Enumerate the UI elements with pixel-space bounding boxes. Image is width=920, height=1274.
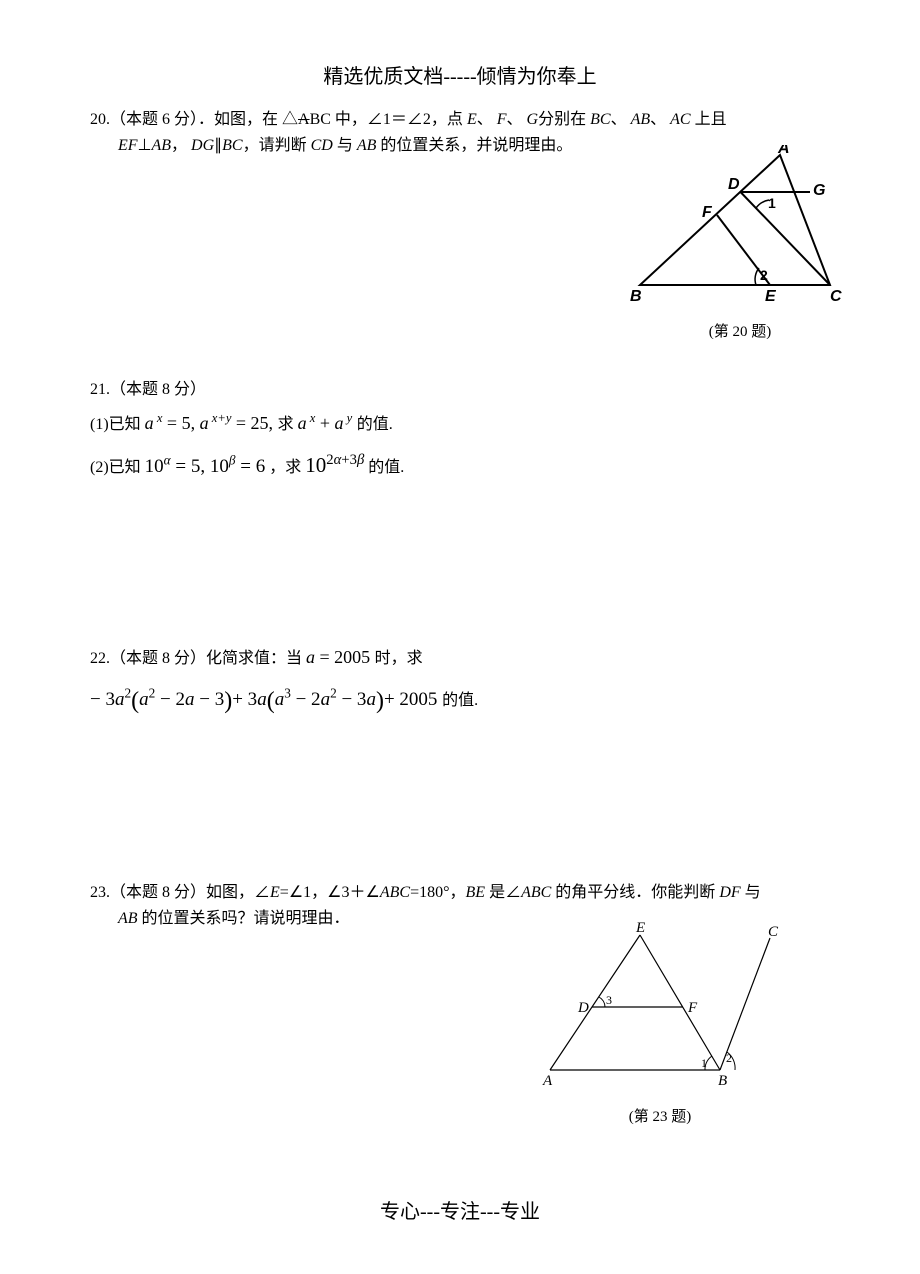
q21-p2-mid: ，求 [269,459,305,476]
fig20-C: C [830,288,842,305]
q20-perp: ⊥ [138,137,152,154]
q21-part2: (2)已知 10α = 5, 10β = 6 ，求 102α+3β 的值. [90,449,830,483]
q21-p2-pre: (2)已知 [90,459,145,476]
q23-eq2: =180°， [410,884,465,901]
q23-E: E [270,884,280,901]
q23-BE: BE [466,884,486,901]
q20-c1: 、 [477,111,493,128]
q20-AC: AC [670,111,690,128]
q23-line1: 23.（本题 8 分）如图，∠E=∠1，∠3＋∠ABC=180°，BE 是∠AB… [90,880,830,906]
q21-p2-eq: 10α = 5, 10β = 6 [145,456,266,477]
fig23-B: B [718,1073,727,1089]
fig23-3: 3 [606,993,612,1007]
fig23-A: A [542,1073,553,1089]
q21-p1-eq: a x = 5, a x+y = 25, [145,413,278,433]
q20-c3: 、 [611,111,627,128]
q20-G: G [527,111,539,128]
q20-AB3: AB [357,137,377,154]
fig20-1: 1 [768,195,776,211]
q20-F: F [497,111,507,128]
q20-strike-A: A [298,111,310,128]
q23-line2-tail: 的位置关系吗？请说明理由． [138,910,350,927]
q21-p1-end: 的值. [357,416,393,433]
q23-AB: AB [118,910,138,927]
q22-eq-a: a = 2005 [306,647,375,667]
q21-p1-eq2: a x + a y [298,413,357,433]
fig23-E: E [635,920,645,936]
q22-line1: 22.（本题 8 分）化简求值：当 a = 2005 时，求 [90,643,830,672]
problem-22: 22.（本题 8 分）化简求值：当 a = 2005 时，求 − 3a2(a2 … [90,643,830,720]
q20-DG: DG [191,137,214,154]
fig23-1: 1 [701,1056,707,1070]
problem-21: 21.（本题 8 分） (1)已知 a x = 5, a x+y = 25, 求… [90,377,830,483]
q20-text: 20.（本题 6 分）．如图，在 △ [90,111,298,128]
q20-AB: AB [631,111,651,128]
q22-expr-eq: − 3a2(a2 − 2a − 3)+ 3a(a3 − 2a2 − 3a)+ 2… [90,689,442,710]
q21-head: 21.（本题 8 分） [90,377,830,403]
q20-t5: ，请判断 [243,137,311,154]
fig23-F: F [687,1000,698,1016]
page-header: 精选优质文档-----倾情为你奉上 [90,60,830,89]
q20-t4: 上且 [691,111,727,128]
q22-head-a: 22.（本题 8 分）化简求值：当 [90,650,302,667]
fig20-G: G [813,182,825,199]
q20-line1: 20.（本题 6 分）．如图，在 △ABC 中，∠1＝∠2，点 E、 F、 G分… [90,107,830,133]
figure-23: E A B C D F 3 1 2 (第 23 题) [530,920,790,1129]
q20-comma1: ， [171,137,187,154]
q21-p2-end: 的值. [368,459,404,476]
fig23-C: C [768,924,779,940]
fig20-A: A [777,145,790,157]
q20-EF: EF [118,137,138,154]
q20-t3: 分别在 [538,111,590,128]
fig20-2: 2 [760,267,768,283]
q21-part1: (1)已知 a x = 5, a x+y = 25, 求 a x + a y 的… [90,409,830,438]
q20-BC2: BC [222,137,242,154]
q21-p2-eq2: 102α+3β [305,453,364,477]
problem-20: 20.（本题 6 分）．如图，在 △ABC 中，∠1＝∠2，点 E、 F、 G分… [90,107,830,337]
fig23-2: 2 [726,1051,732,1065]
q23-t1: 23.（本题 8 分）如图，∠ [90,884,270,901]
q20-with: 与 [333,137,357,154]
fig20-F: F [702,204,713,221]
q22-head-b: 时，求 [375,650,423,667]
fig20-D: D [728,176,740,193]
fig20-E: E [765,288,777,305]
q23-tail: 的角平分线．你能判断 [551,884,719,901]
q22-expr: − 3a2(a2 − 2a − 3)+ 3a(a3 − 2a2 − 3a)+ 2… [90,682,830,720]
q21-p1-mid: 求 [278,416,294,433]
figure-20-caption: (第 20 题) [620,320,860,344]
q20-c2: 、 [507,111,523,128]
triangle-figure-23: E A B C D F 3 1 2 [530,920,790,1090]
q20-AB2: AB [151,137,171,154]
q20-c4: 、 [650,111,666,128]
page-footer: 专心---专注---专业 [0,1195,920,1224]
problem-23: 23.（本题 8 分）如图，∠E=∠1，∠3＋∠ABC=180°，BE 是∠AB… [90,880,830,1120]
fig23-D: D [577,1000,589,1016]
q20-text2: BC 中，∠1＝∠2，点 [310,111,467,128]
q22-tail: 的值. [442,692,478,709]
q23-is: 是∠ [485,884,521,901]
q23-ABC: ABC [380,884,410,901]
q23-eq: =∠1，∠3＋∠ [280,884,380,901]
q20-end: 的位置关系，并说明理由。 [376,137,572,154]
q20-par: ∥ [214,137,222,154]
q20-CD: CD [311,137,333,154]
fig20-B: B [630,288,642,305]
q20-E: E [467,111,477,128]
figure-23-caption: (第 23 题) [530,1105,790,1129]
q21-p1-pre: (1)已知 [90,416,141,433]
q23-with: 与 [741,884,761,901]
q23-ABC2: ABC [521,884,551,901]
figure-20: A B C D G F E 1 2 (第 20 题) [620,145,860,344]
q20-BC: BC [590,111,610,128]
q23-DF: DF [719,884,740,901]
triangle-figure-20: A B C D G F E 1 2 [620,145,860,305]
